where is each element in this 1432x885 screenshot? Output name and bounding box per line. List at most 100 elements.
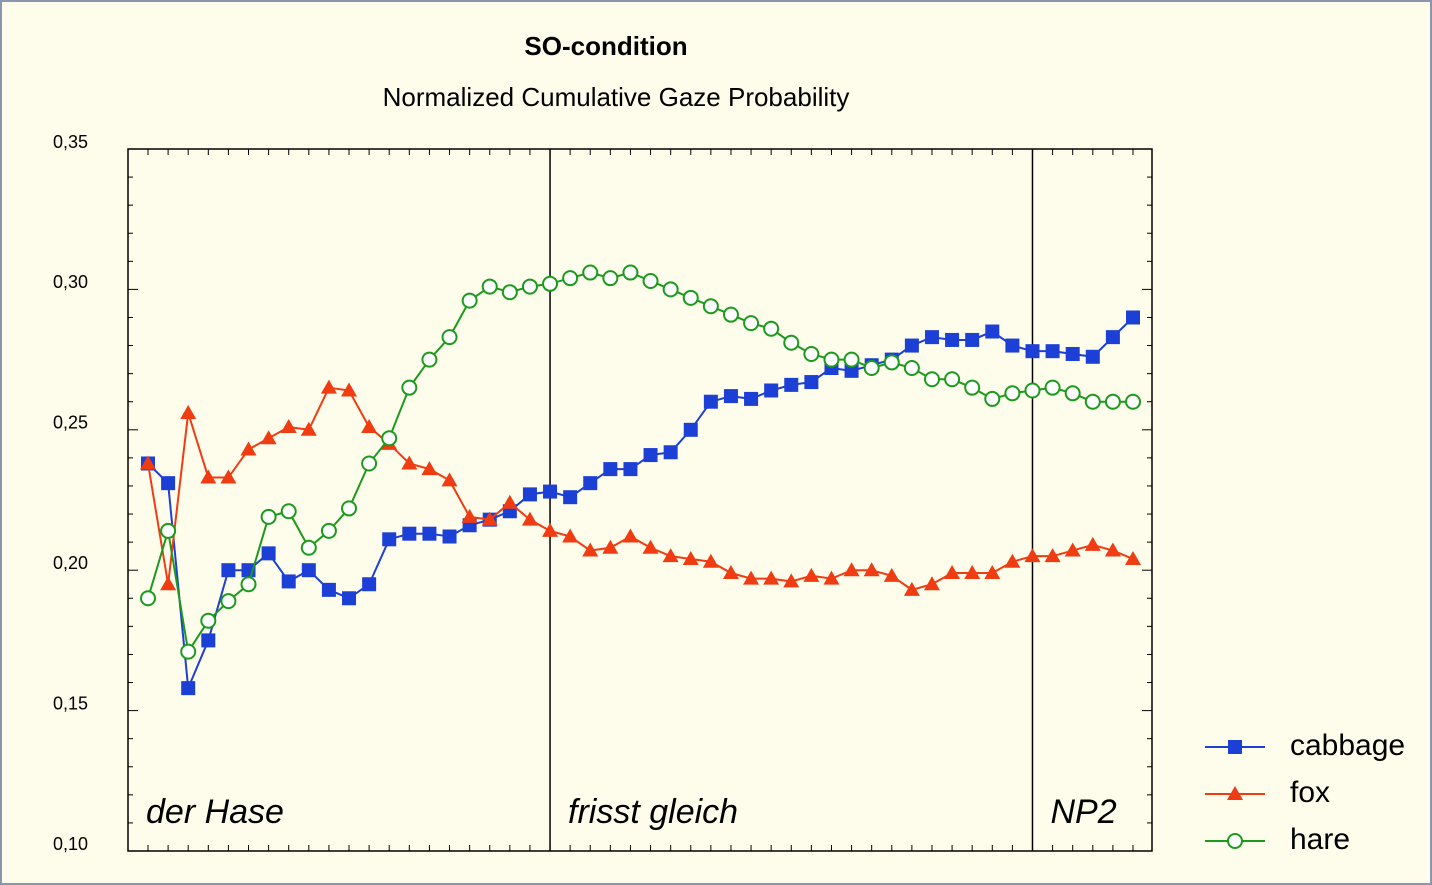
point bbox=[1065, 346, 1080, 361]
point bbox=[320, 522, 337, 539]
point bbox=[924, 330, 939, 345]
point bbox=[683, 422, 698, 437]
point bbox=[300, 539, 317, 556]
point bbox=[280, 503, 297, 520]
legend-label: cabbage bbox=[1290, 729, 1405, 762]
point bbox=[200, 469, 217, 484]
point bbox=[542, 522, 559, 537]
point bbox=[341, 500, 358, 517]
point bbox=[562, 528, 579, 543]
legend-marker bbox=[1227, 833, 1243, 849]
point bbox=[883, 567, 900, 582]
point bbox=[603, 462, 618, 477]
point bbox=[602, 270, 619, 287]
point bbox=[944, 371, 961, 388]
point bbox=[1084, 393, 1101, 410]
point bbox=[1125, 550, 1141, 565]
point bbox=[220, 593, 237, 610]
point bbox=[161, 476, 176, 491]
point bbox=[221, 563, 236, 578]
legend-label: fox bbox=[1290, 776, 1330, 809]
point bbox=[442, 529, 457, 544]
point bbox=[1084, 536, 1101, 551]
point bbox=[320, 379, 337, 394]
y-tick-label: 0,35 bbox=[53, 132, 88, 152]
plot-area bbox=[127, 148, 1153, 852]
chart-title: SO-condition bbox=[524, 31, 687, 61]
point bbox=[140, 455, 156, 470]
point bbox=[1044, 548, 1061, 563]
point bbox=[180, 643, 197, 660]
point bbox=[1126, 310, 1140, 325]
point bbox=[844, 363, 859, 378]
point bbox=[481, 511, 498, 526]
point bbox=[342, 591, 357, 606]
point bbox=[682, 550, 699, 565]
point bbox=[583, 476, 598, 491]
legend-marker bbox=[1228, 740, 1242, 754]
point bbox=[804, 375, 819, 390]
point bbox=[501, 494, 518, 509]
point bbox=[421, 461, 438, 476]
point bbox=[985, 324, 1000, 339]
region-label: der Hase bbox=[146, 793, 284, 831]
point bbox=[441, 472, 458, 487]
point bbox=[723, 389, 738, 404]
point bbox=[662, 281, 679, 298]
point bbox=[763, 570, 780, 585]
point bbox=[823, 570, 840, 585]
point bbox=[803, 345, 820, 362]
point bbox=[903, 581, 920, 596]
y-tick-label: 0,10 bbox=[53, 834, 88, 854]
point bbox=[642, 539, 659, 554]
point bbox=[522, 487, 537, 502]
chart-subtitle: Normalized Cumulative Gaze Probability bbox=[383, 82, 850, 112]
point bbox=[965, 332, 980, 347]
point bbox=[563, 490, 578, 505]
point bbox=[1104, 393, 1121, 410]
point bbox=[783, 573, 800, 588]
y-tick-label: 0,25 bbox=[53, 413, 88, 433]
point bbox=[702, 553, 719, 568]
point bbox=[923, 576, 940, 591]
point bbox=[260, 508, 277, 525]
point bbox=[240, 441, 257, 456]
y-tick-label: 0,15 bbox=[53, 693, 88, 713]
point bbox=[964, 565, 981, 580]
point bbox=[783, 334, 800, 351]
point bbox=[1024, 382, 1041, 399]
point bbox=[180, 404, 197, 419]
point bbox=[140, 590, 156, 607]
point bbox=[823, 351, 840, 368]
region-label: frisst gleich bbox=[568, 793, 738, 831]
point bbox=[582, 542, 599, 557]
point bbox=[682, 289, 699, 306]
point bbox=[843, 351, 860, 368]
point bbox=[984, 390, 1001, 407]
point bbox=[1004, 385, 1021, 402]
point bbox=[542, 275, 559, 292]
point bbox=[744, 391, 759, 406]
point bbox=[622, 264, 639, 281]
point bbox=[441, 329, 458, 346]
point bbox=[481, 278, 498, 295]
point bbox=[743, 570, 760, 585]
point bbox=[1104, 542, 1121, 557]
point bbox=[1044, 379, 1061, 396]
point bbox=[543, 484, 558, 499]
point bbox=[663, 445, 678, 460]
point bbox=[764, 383, 779, 398]
point bbox=[1105, 330, 1120, 345]
point bbox=[422, 526, 437, 541]
point bbox=[722, 565, 739, 580]
point bbox=[883, 354, 900, 371]
y-tick-label: 0,30 bbox=[53, 272, 88, 292]
point bbox=[903, 360, 920, 377]
point bbox=[784, 377, 799, 392]
point bbox=[461, 292, 478, 309]
point bbox=[763, 320, 780, 337]
point bbox=[642, 272, 659, 289]
point bbox=[582, 264, 599, 281]
point bbox=[1045, 344, 1060, 359]
point bbox=[1125, 393, 1141, 410]
